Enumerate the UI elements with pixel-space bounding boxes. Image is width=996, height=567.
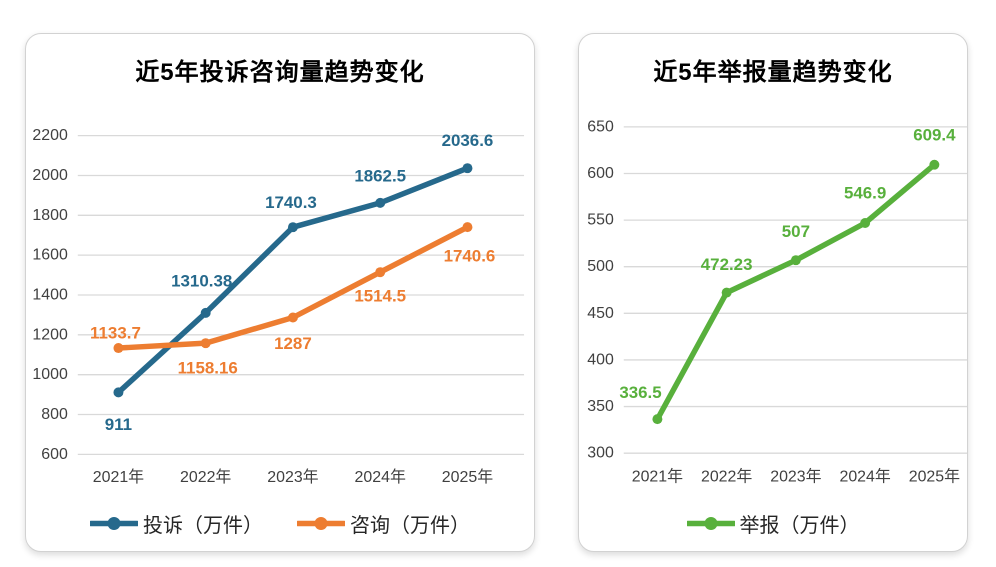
data-label: 546.9: [844, 184, 886, 203]
data-point-marker: [790, 255, 801, 266]
x-axis-label: 2024年: [839, 468, 890, 486]
x-axis-label: 2022年: [701, 468, 752, 486]
x-axis-label: 2025年: [909, 468, 960, 486]
y-tick-label: 1000: [32, 366, 68, 383]
data-label: 1310.38: [171, 271, 232, 290]
data-label: 1287: [274, 334, 312, 353]
y-tick-label: 300: [587, 445, 614, 462]
data-point-marker: [375, 197, 386, 208]
data-label: 1740.6: [444, 247, 496, 266]
y-tick-label: 1600: [32, 247, 68, 264]
data-label: 911: [105, 415, 132, 434]
data-point-marker: [200, 307, 211, 318]
report-chart-card: 近5年举报量趋势变化 300 350 400 450 500 550 600 650 2021年…: [578, 33, 968, 552]
y-tick-label: 1400: [32, 286, 68, 303]
data-point-marker: [652, 414, 663, 425]
data-point-marker: [113, 387, 124, 398]
x-axis-label: 2022年: [180, 468, 231, 486]
y-tick-label: 600: [41, 446, 68, 463]
data-label: 1514.5: [354, 287, 406, 306]
legend-item: 投诉（万件）: [90, 509, 263, 538]
x-axis-label: 2023年: [267, 468, 318, 486]
report-line-chart: 300 350 400 450 500 550 600 650 2021年 2022年 2023年 2…: [587, 118, 967, 486]
y-tick-label: 400: [587, 351, 614, 368]
y-tick-label: 550: [587, 212, 614, 229]
chart-title: 近5年举报量趋势变化: [653, 59, 893, 86]
chart-legend: 举报（万件）: [579, 509, 967, 538]
data-point-marker: [462, 222, 473, 233]
data-label: 1133.7: [90, 324, 141, 343]
chart-legend: 投诉（万件） 咨询（万件）: [26, 509, 534, 538]
legend-line-marker-icon: [90, 517, 138, 530]
data-point-marker: [860, 218, 871, 228]
data-point-marker: [200, 338, 211, 349]
y-tick-label: 350: [587, 398, 614, 415]
data-point-marker: [287, 312, 298, 323]
data-label: 472.23: [701, 255, 753, 274]
data-label: 336.5: [619, 383, 661, 402]
x-axis-label: 2021年: [93, 468, 144, 486]
legend-label: 咨询（万件）: [350, 515, 470, 537]
y-tick-label: 1200: [32, 326, 68, 343]
legend-label: 举报（万件）: [739, 515, 860, 537]
data-point-marker: [375, 267, 386, 278]
y-tick-label: 650: [587, 118, 614, 135]
y-tick-label: 1800: [32, 207, 68, 224]
y-tick-label: 450: [587, 305, 614, 322]
data-point-marker: [287, 222, 298, 233]
y-tick-label: 2200: [32, 127, 68, 144]
complaint-consultation-line-chart: 600 800 1000 1200 1400 1600 1800 2000 2200 2021年 2…: [32, 127, 525, 486]
data-point-marker: [721, 287, 732, 298]
x-axis-label: 2025年: [442, 468, 493, 486]
legend-line-marker-icon: [686, 517, 735, 530]
legend-line-marker-icon: [297, 517, 345, 530]
x-axis-label: 2021年: [632, 468, 683, 486]
x-axis-label: 2023年: [770, 468, 821, 486]
data-point-marker: [462, 163, 473, 174]
data-point-marker: [113, 343, 124, 354]
data-label: 2036.6: [442, 131, 494, 150]
legend-item: 咨询（万件）: [297, 509, 470, 538]
y-tick-label: 600: [587, 165, 614, 182]
data-label: 1740.3: [265, 193, 317, 212]
series-line: [654, 161, 938, 422]
y-tick-label: 500: [587, 258, 614, 275]
y-tick-label: 800: [41, 406, 68, 423]
chart-title: 近5年投诉咨询量趋势变化: [135, 59, 425, 86]
y-tick-label: 2000: [32, 167, 68, 184]
data-label: 507: [782, 222, 810, 241]
complaint-consultation-chart-card: 近5年投诉咨询量趋势变化 600 800 1000 1200 1400 1600 1800 2…: [25, 33, 535, 552]
data-point-marker: [929, 159, 940, 170]
legend-label: 投诉（万件）: [143, 515, 263, 537]
data-label: 609.4: [913, 125, 956, 144]
data-label: 1862.5: [354, 166, 406, 185]
legend-item: 举报（万件）: [686, 509, 860, 538]
data-label: 1158.16: [178, 359, 238, 378]
x-axis-label: 2024年: [355, 468, 406, 486]
